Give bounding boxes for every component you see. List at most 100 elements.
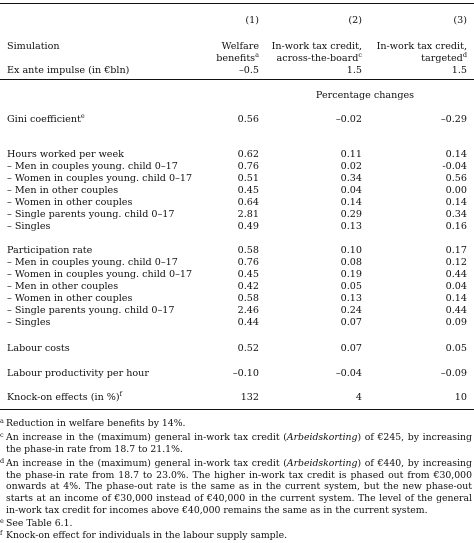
cell: 0.07 bbox=[340, 317, 362, 328]
cell: 0.42 bbox=[237, 281, 259, 292]
cell: 0.19 bbox=[340, 269, 362, 280]
cell: –0.09 bbox=[440, 368, 467, 379]
table-row-p2: – Women in couples young. child 0–17 0.4… bbox=[0, 268, 474, 281]
footnote-mark: e bbox=[0, 517, 4, 525]
table-row-p5: – Single parents young. child 0–17 2.46 … bbox=[0, 304, 474, 317]
simulation-header-row-2: benefitsa across-the-boardc targetedd bbox=[0, 52, 474, 65]
cell: 0.13 bbox=[340, 293, 362, 304]
footnote-text: An increase in the (maximum) general in-… bbox=[6, 432, 472, 455]
cell: 2.81 bbox=[237, 209, 259, 220]
table-row-productivity: Labour productivity per hour –0.10 –0.04… bbox=[0, 367, 474, 380]
cell: 0.64 bbox=[237, 197, 259, 208]
cell: 0.14 bbox=[445, 149, 467, 160]
cell: 0.34 bbox=[340, 173, 362, 184]
cell: 132 bbox=[240, 392, 259, 403]
footnote-text: An increase in the (maximum) general in-… bbox=[6, 458, 472, 516]
cell: 0.62 bbox=[237, 149, 259, 160]
col1-title-line1: Welfare bbox=[221, 41, 259, 52]
cell: 0.04 bbox=[445, 281, 467, 292]
cell: 0.14 bbox=[340, 197, 362, 208]
cell: 0.04 bbox=[340, 185, 362, 196]
table-row-h4: – Women in other couples 0.64 0.14 0.14 bbox=[0, 196, 474, 209]
footnote-text: Reduction in welfare benefits by 14%. bbox=[6, 418, 186, 429]
table-row-gini: Gini coefficiente 0.56 –0.02 –0.29 bbox=[0, 113, 474, 126]
cell: 0.29 bbox=[340, 209, 362, 220]
footnote-mark: c bbox=[0, 431, 4, 439]
row-label: – Women in other couples bbox=[7, 293, 133, 304]
simulation-header-row: Simulation Welfare In-work tax credit, I… bbox=[0, 40, 474, 53]
footnote-mark: f bbox=[0, 529, 3, 537]
cell: 0.76 bbox=[237, 161, 259, 172]
col1-number: (1) bbox=[245, 15, 259, 26]
table-row-h2: – Women in couples young. child 0–17 0.5… bbox=[0, 172, 474, 185]
footnote-text: Knock-on effect for individuals in the l… bbox=[6, 530, 288, 541]
col1-title-line2: benefitsa bbox=[216, 51, 259, 64]
impulse-row: Ex ante impulse (in €bln) –0.5 1.5 1.5 bbox=[0, 64, 474, 77]
row-label: Hours worked per week bbox=[7, 149, 124, 160]
row-label: – Singles bbox=[7, 317, 51, 328]
cell: 0.44 bbox=[445, 305, 467, 316]
column-numbers-row: (1) (2) (3) bbox=[0, 14, 474, 27]
cell: 0.49 bbox=[237, 221, 259, 232]
impulse-label: Ex ante impulse (in €bln) bbox=[7, 65, 130, 76]
table-row-h6: – Singles 0.49 0.13 0.16 bbox=[0, 220, 474, 233]
row-label: – Single parents young. child 0–17 bbox=[7, 209, 175, 220]
percentage-changes-row: Percentage changes bbox=[0, 89, 474, 102]
cell: 0.13 bbox=[340, 221, 362, 232]
cell: 4 bbox=[355, 392, 362, 403]
impulse-col1: –0.5 bbox=[238, 65, 259, 76]
impulse-col2: 1.5 bbox=[346, 65, 362, 76]
cell: 0.00 bbox=[445, 185, 467, 196]
cell: 0.44 bbox=[237, 317, 259, 328]
cell: 0.02 bbox=[340, 161, 362, 172]
top-rule bbox=[0, 3, 474, 5]
cell: 0.07 bbox=[340, 343, 362, 354]
cell: 0.05 bbox=[445, 343, 467, 354]
cell: 0.11 bbox=[340, 149, 362, 160]
row-label: – Men in couples young. child 0–17 bbox=[7, 161, 178, 172]
col2-title-line2: across-the-boardc bbox=[276, 51, 362, 64]
table-row-h3: – Men in other couples 0.45 0.04 0.00 bbox=[0, 184, 474, 197]
impulse-col3: 1.5 bbox=[451, 65, 467, 76]
row-label: – Men in couples young. child 0–17 bbox=[7, 257, 178, 268]
col2-number: (2) bbox=[348, 15, 362, 26]
cell: 0.34 bbox=[445, 209, 467, 220]
cell: 0.58 bbox=[237, 293, 259, 304]
cell: 0.16 bbox=[445, 221, 467, 232]
cell: 0.76 bbox=[237, 257, 259, 268]
row-label: Knock-on effects (in %)f bbox=[7, 390, 123, 403]
row-label: Gini coefficiente bbox=[7, 112, 85, 125]
cell: 0.56 bbox=[445, 173, 467, 184]
cell: 0.58 bbox=[237, 245, 259, 256]
simulation-label: Simulation bbox=[7, 41, 60, 52]
table-row-p3: – Men in other couples 0.42 0.05 0.04 bbox=[0, 280, 474, 293]
footnote-mark: d bbox=[0, 457, 5, 465]
col3-title-line1: In-work tax credit, bbox=[376, 41, 467, 52]
cell: 0.24 bbox=[340, 305, 362, 316]
cell: 2.46 bbox=[237, 305, 259, 316]
cell: 0.51 bbox=[237, 173, 259, 184]
col2-title-line1: In-work tax credit, bbox=[271, 41, 362, 52]
table-row-h5: – Single parents young. child 0–17 2.81 … bbox=[0, 208, 474, 221]
cell: 0.09 bbox=[445, 317, 467, 328]
cell: 0.12 bbox=[445, 257, 467, 268]
header-rule bbox=[0, 79, 474, 80]
row-label: – Women in couples young. child 0–17 bbox=[7, 269, 193, 280]
cell: 0.17 bbox=[445, 245, 467, 256]
cell: 0.56 bbox=[237, 114, 259, 125]
cell: 0.08 bbox=[340, 257, 362, 268]
cell: 0.05 bbox=[340, 281, 362, 292]
row-label: – Men in other couples bbox=[7, 185, 119, 196]
cell: –0.02 bbox=[335, 114, 362, 125]
row-label: – Women in couples young. child 0–17 bbox=[7, 173, 193, 184]
row-label: – Single parents young. child 0–17 bbox=[7, 305, 175, 316]
table-row-labour-costs: Labour costs 0.52 0.07 0.05 bbox=[0, 342, 474, 355]
cell: 0.52 bbox=[237, 343, 259, 354]
cell: 0.45 bbox=[237, 185, 259, 196]
col3-number: (3) bbox=[453, 15, 467, 26]
cell: 10 bbox=[454, 392, 467, 403]
percentage-changes-label: Percentage changes bbox=[315, 90, 415, 101]
footnote-mark: a bbox=[0, 417, 4, 425]
col3-title-line2: targetedd bbox=[421, 51, 467, 64]
table-row-participation: Participation rate 0.58 0.10 0.17 bbox=[0, 244, 474, 257]
